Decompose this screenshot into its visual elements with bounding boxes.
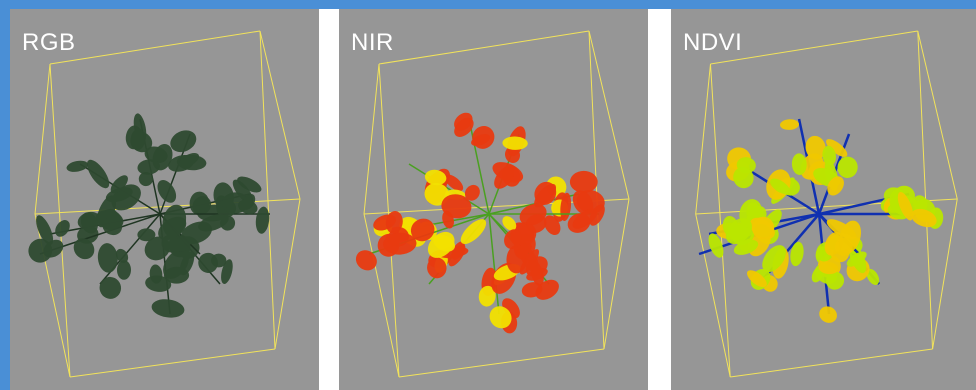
panel-label-ndvi: NDVI [683,29,743,56]
plant-canopy [355,112,605,334]
plant-canopy [28,113,270,318]
nir-panel: NIR [339,9,648,390]
panel-separator [648,9,671,390]
ndvi-plant-render [695,30,958,378]
plant-canopy [698,118,944,323]
bounding-box [695,30,958,378]
rgb-panel: RGB [10,9,319,390]
panel-label-rgb: RGB [22,29,76,56]
ndvi-panel: NDVI [671,9,976,390]
rgb-plant-render [28,30,301,378]
bounding-box [34,30,301,378]
panel-separator [319,9,339,390]
panel-label-nir: NIR [351,29,394,56]
nir-plant-render [355,30,630,378]
